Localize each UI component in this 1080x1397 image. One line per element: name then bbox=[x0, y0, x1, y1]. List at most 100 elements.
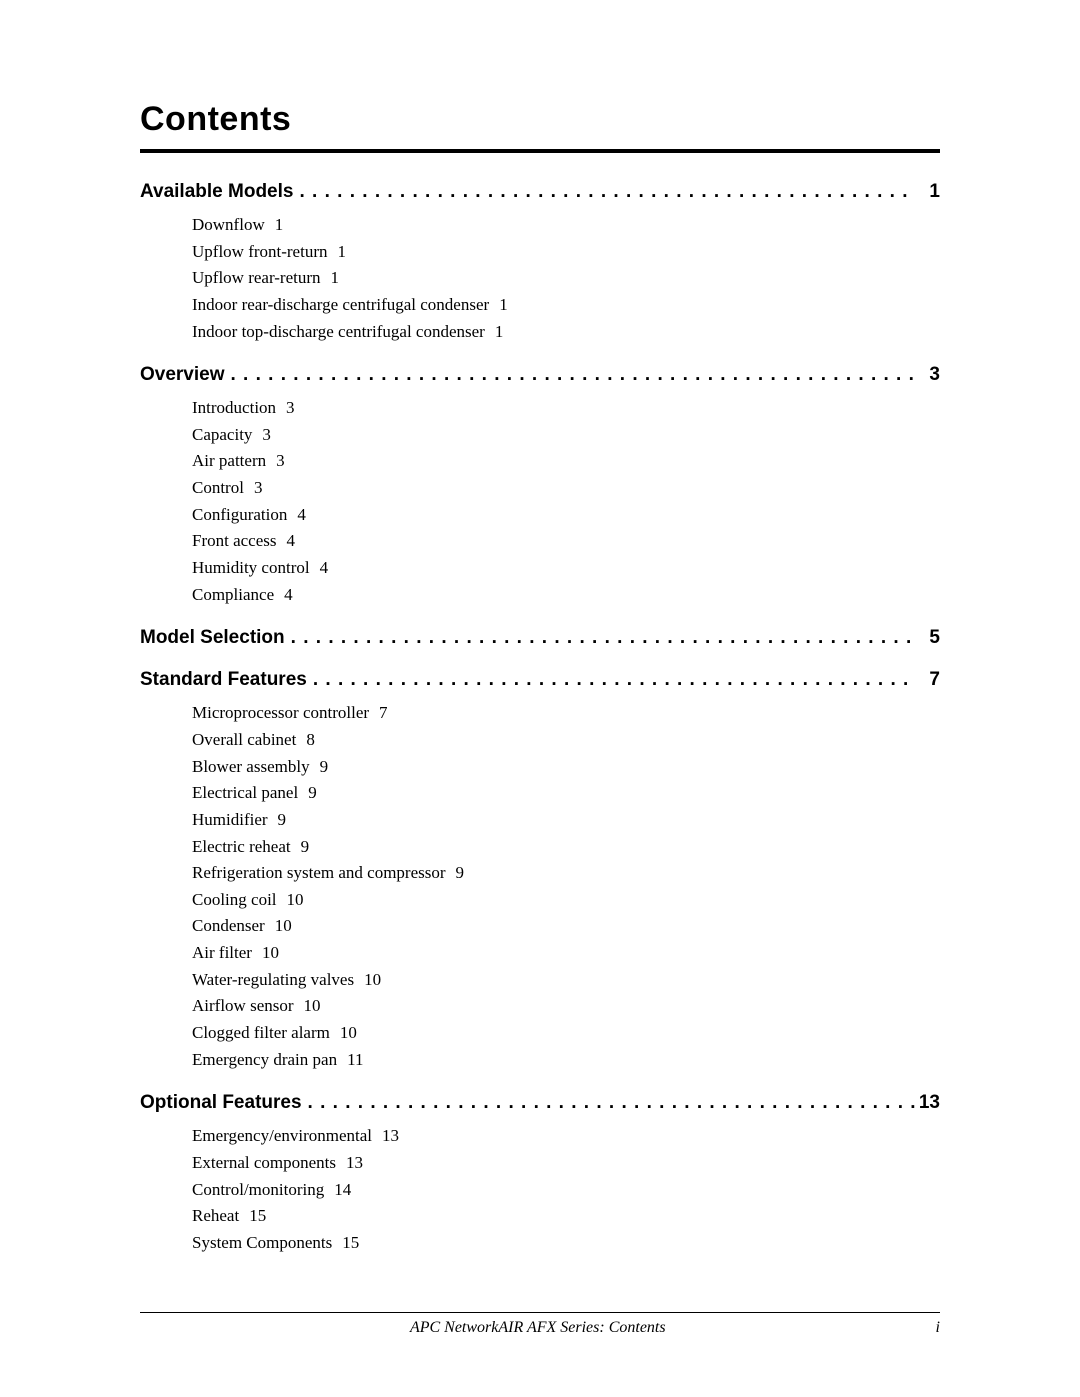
toc-item-page: 3 bbox=[252, 425, 271, 444]
toc-item-page: 1 bbox=[485, 322, 504, 341]
toc-item-page: 9 bbox=[298, 783, 317, 802]
toc-item-label: Airflow sensor bbox=[192, 996, 294, 1015]
toc-item-page: 15 bbox=[332, 1233, 359, 1252]
toc-item-label: External components bbox=[192, 1153, 336, 1172]
toc-item[interactable]: Indoor rear-discharge centrifugal conden… bbox=[192, 293, 940, 318]
toc-item-page: 9 bbox=[310, 757, 329, 776]
toc-item[interactable]: Airflow sensor10 bbox=[192, 994, 940, 1019]
toc-item[interactable]: Downflow1 bbox=[192, 213, 940, 238]
section-page-number: 1 bbox=[916, 181, 940, 203]
section-page-number: 7 bbox=[916, 669, 940, 691]
leader-dots bbox=[285, 627, 916, 649]
toc-section-heading[interactable]: Standard Features7 bbox=[140, 669, 940, 691]
toc-item-label: Refrigeration system and compressor bbox=[192, 863, 446, 882]
toc-item-page: 13 bbox=[336, 1153, 363, 1172]
leader-dots bbox=[307, 669, 916, 691]
toc-item-label: Blower assembly bbox=[192, 757, 310, 776]
toc-item-label: Electrical panel bbox=[192, 783, 298, 802]
toc-section-heading[interactable]: Model Selection5 bbox=[140, 627, 940, 649]
section-title: Model Selection bbox=[140, 627, 285, 649]
toc-item-page: 10 bbox=[277, 890, 304, 909]
toc-item-page: 4 bbox=[287, 505, 306, 524]
footer-page-number: i bbox=[916, 1319, 940, 1337]
toc-item[interactable]: Clogged filter alarm10 bbox=[192, 1021, 940, 1046]
toc-item-page: 14 bbox=[324, 1180, 351, 1199]
toc-item[interactable]: Blower assembly9 bbox=[192, 755, 940, 780]
toc-item-page: 3 bbox=[276, 398, 295, 417]
toc-item-page: 10 bbox=[330, 1023, 357, 1042]
toc-item[interactable]: Configuration4 bbox=[192, 503, 940, 528]
toc-item[interactable]: Introduction3 bbox=[192, 396, 940, 421]
toc-item[interactable]: Condenser10 bbox=[192, 914, 940, 939]
leader-dots bbox=[293, 181, 916, 203]
toc-item[interactable]: Upflow front-return1 bbox=[192, 240, 940, 265]
toc-section: Available Models1Downflow1Upflow front-r… bbox=[140, 181, 940, 344]
toc-item-label: Control/monitoring bbox=[192, 1180, 324, 1199]
toc-item[interactable]: Humidifier9 bbox=[192, 808, 940, 833]
toc-section-heading[interactable]: Available Models1 bbox=[140, 181, 940, 203]
toc-item-page: 4 bbox=[310, 558, 329, 577]
section-title: Optional Features bbox=[140, 1092, 302, 1114]
title-rule bbox=[140, 149, 940, 153]
toc-item-label: Air filter bbox=[192, 943, 252, 962]
toc-item-page: 9 bbox=[268, 810, 287, 829]
toc-item[interactable]: System Components15 bbox=[192, 1231, 940, 1256]
footer-line: APC NetworkAIR AFX Series: Contents i bbox=[140, 1319, 940, 1337]
leader-dots bbox=[225, 364, 917, 386]
toc-item-label: Front access bbox=[192, 531, 277, 550]
leader-dots bbox=[302, 1092, 916, 1114]
toc-item[interactable]: Compliance4 bbox=[192, 583, 940, 608]
toc-item[interactable]: Air filter10 bbox=[192, 941, 940, 966]
toc-item[interactable]: Reheat15 bbox=[192, 1204, 940, 1229]
toc-item-label: Cooling coil bbox=[192, 890, 277, 909]
toc-item[interactable]: Cooling coil10 bbox=[192, 888, 940, 913]
toc-item[interactable]: Control/monitoring14 bbox=[192, 1178, 940, 1203]
toc-item-page: 1 bbox=[265, 215, 284, 234]
section-items: Downflow1Upflow front-return1Upflow rear… bbox=[140, 213, 940, 344]
toc-item[interactable]: Refrigeration system and compressor9 bbox=[192, 861, 940, 886]
page: Contents Available Models1Downflow1Upflo… bbox=[0, 0, 1080, 1397]
toc-item-label: Air pattern bbox=[192, 451, 266, 470]
toc-item-label: Upflow front-return bbox=[192, 242, 328, 261]
toc-item-label: Capacity bbox=[192, 425, 252, 444]
toc-item[interactable]: Upflow rear-return1 bbox=[192, 266, 940, 291]
toc-item-page: 4 bbox=[277, 531, 296, 550]
toc-item-label: Electric reheat bbox=[192, 837, 291, 856]
toc-item-label: Indoor rear-discharge centrifugal conden… bbox=[192, 295, 489, 314]
section-items: Microprocessor controller7Overall cabine… bbox=[140, 701, 940, 1072]
toc-item-label: Emergency/environmental bbox=[192, 1126, 372, 1145]
toc-item[interactable]: Emergency/environmental13 bbox=[192, 1124, 940, 1149]
toc-item[interactable]: Front access4 bbox=[192, 529, 940, 554]
toc-item-label: Configuration bbox=[192, 505, 287, 524]
toc-item[interactable]: Emergency drain pan11 bbox=[192, 1048, 940, 1073]
toc-item[interactable]: Electric reheat9 bbox=[192, 835, 940, 860]
toc-item[interactable]: Overall cabinet8 bbox=[192, 728, 940, 753]
toc-item-page: 3 bbox=[244, 478, 263, 497]
toc-item-page: 1 bbox=[321, 268, 340, 287]
toc-item[interactable]: Microprocessor controller7 bbox=[192, 701, 940, 726]
page-footer: APC NetworkAIR AFX Series: Contents i bbox=[140, 1312, 940, 1337]
toc-item-label: Water-regulating valves bbox=[192, 970, 354, 989]
toc-item-page: 8 bbox=[296, 730, 315, 749]
toc-item[interactable]: Humidity control4 bbox=[192, 556, 940, 581]
toc-item-label: Introduction bbox=[192, 398, 276, 417]
section-title: Overview bbox=[140, 364, 225, 386]
toc-section-heading[interactable]: Optional Features13 bbox=[140, 1092, 940, 1114]
toc-item-page: 15 bbox=[239, 1206, 266, 1225]
footer-rule bbox=[140, 1312, 940, 1313]
toc-section: Overview3Introduction3Capacity3Air patte… bbox=[140, 364, 940, 607]
toc-section-heading[interactable]: Overview3 bbox=[140, 364, 940, 386]
toc-item[interactable]: Water-regulating valves10 bbox=[192, 968, 940, 993]
toc-item-label: Upflow rear-return bbox=[192, 268, 321, 287]
toc-item[interactable]: Capacity3 bbox=[192, 423, 940, 448]
toc-item-page: 10 bbox=[265, 916, 292, 935]
toc-item[interactable]: Indoor top-discharge centrifugal condens… bbox=[192, 320, 940, 345]
section-items: Emergency/environmental13External compon… bbox=[140, 1124, 940, 1255]
toc-item[interactable]: Air pattern3 bbox=[192, 449, 940, 474]
toc-item[interactable]: Electrical panel9 bbox=[192, 781, 940, 806]
toc-item[interactable]: External components13 bbox=[192, 1151, 940, 1176]
toc-item[interactable]: Control3 bbox=[192, 476, 940, 501]
toc-item-page: 9 bbox=[446, 863, 465, 882]
toc-item-page: 3 bbox=[266, 451, 285, 470]
toc-item-page: 1 bbox=[489, 295, 508, 314]
